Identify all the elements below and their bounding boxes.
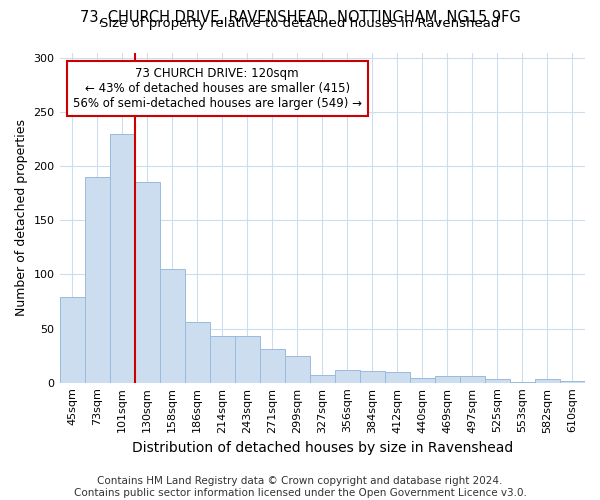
Text: 73, CHURCH DRIVE, RAVENSHEAD, NOTTINGHAM, NG15 9FG: 73, CHURCH DRIVE, RAVENSHEAD, NOTTINGHAM… bbox=[80, 10, 520, 25]
Text: Contains HM Land Registry data © Crown copyright and database right 2024.
Contai: Contains HM Land Registry data © Crown c… bbox=[74, 476, 526, 498]
Bar bbox=[435, 376, 460, 382]
Bar bbox=[110, 134, 134, 382]
Text: 73 CHURCH DRIVE: 120sqm
← 43% of detached houses are smaller (415)
56% of semi-d: 73 CHURCH DRIVE: 120sqm ← 43% of detache… bbox=[73, 68, 362, 110]
Bar bbox=[560, 380, 585, 382]
Bar bbox=[209, 336, 235, 382]
Bar bbox=[134, 182, 160, 382]
Bar bbox=[160, 269, 185, 382]
Text: Size of property relative to detached houses in Ravenshead: Size of property relative to detached ho… bbox=[100, 18, 500, 30]
Bar bbox=[485, 380, 510, 382]
Bar bbox=[535, 380, 560, 382]
Y-axis label: Number of detached properties: Number of detached properties bbox=[15, 119, 28, 316]
Bar bbox=[59, 297, 85, 382]
Bar bbox=[460, 376, 485, 382]
Bar bbox=[285, 356, 310, 382]
Bar bbox=[235, 336, 260, 382]
Bar bbox=[360, 371, 385, 382]
Bar bbox=[85, 177, 110, 382]
Bar bbox=[410, 378, 435, 382]
Bar bbox=[335, 370, 360, 382]
Bar bbox=[185, 322, 209, 382]
Bar bbox=[310, 375, 335, 382]
Bar bbox=[260, 349, 285, 382]
X-axis label: Distribution of detached houses by size in Ravenshead: Distribution of detached houses by size … bbox=[131, 441, 513, 455]
Bar bbox=[385, 372, 410, 382]
